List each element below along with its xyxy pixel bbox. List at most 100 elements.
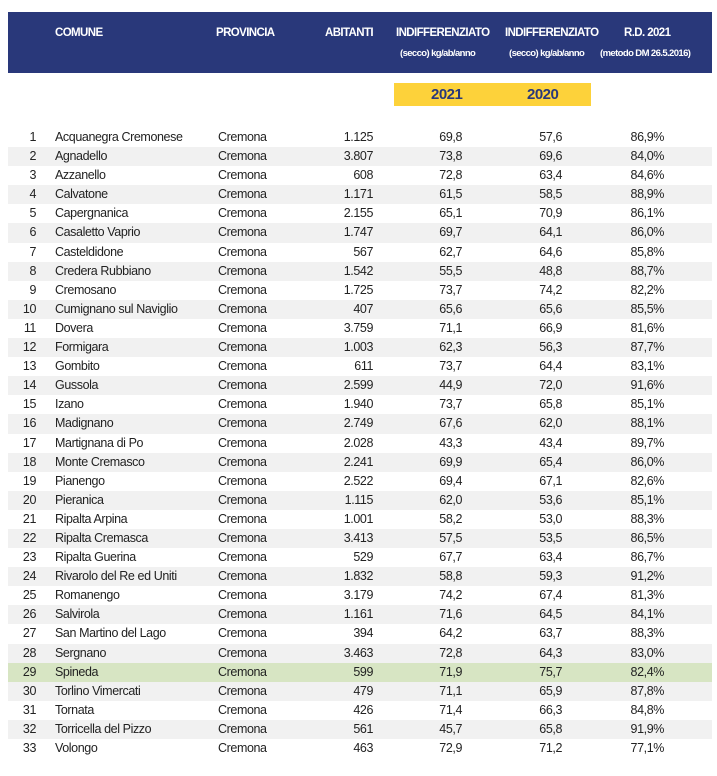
indiff-2021: 73,8: [439, 149, 462, 164]
comune-name: Cumignano sul Naviglio: [55, 301, 178, 316]
abitanti: 3.463: [343, 645, 374, 660]
rd-2021: 89,7%: [630, 435, 665, 450]
rd-2021: 83,1%: [630, 359, 665, 374]
table-row: 31 Tornata Cremona 426 71,4 66,3 84,8%: [8, 701, 712, 720]
indiff-2020: 65,9: [539, 683, 562, 698]
year-band: 2021 2020: [394, 83, 591, 106]
indiff-2021: 73,7: [439, 397, 462, 412]
indiff-2021: 62,3: [439, 340, 462, 355]
row-number: 30: [22, 683, 37, 698]
provincia: Cremona: [218, 206, 267, 221]
table-row: 11 Dovera Cremona 3.759 71,1 66,9 81,6%: [8, 319, 712, 338]
header-indiff-2020-unit: (secco) kg/ab/anno: [509, 48, 585, 59]
indiff-2020: 64,5: [539, 607, 562, 622]
indiff-2021: 71,9: [439, 664, 462, 679]
table-row: 7 Casteldidone Cremona 567 62,7 64,6 85,8%: [8, 243, 712, 262]
rd-2021: 85,1%: [630, 492, 665, 507]
indiff-2020: 53,5: [539, 530, 562, 545]
comune-name: Calvatone: [55, 187, 108, 202]
abitanti: 2.749: [343, 416, 374, 431]
row-number: 6: [29, 225, 36, 240]
table-row: 14 Gussola Cremona 2.599 44,9 72,0 91,6%: [8, 376, 712, 396]
comune-name: Azzanello: [55, 168, 106, 183]
abitanti: 479: [353, 683, 373, 698]
indiff-2021: 73,7: [439, 282, 462, 297]
rd-2021: 88,7%: [630, 263, 665, 278]
row-number: 23: [22, 550, 37, 565]
table-row: 2 Agnadello Cremona 3.807 73,8 69,6 84,0%: [8, 147, 712, 167]
provincia: Cremona: [218, 607, 267, 622]
indiff-2021: 69,4: [439, 473, 462, 488]
indiff-2020: 43,4: [539, 435, 562, 450]
comune-name: San Martino del Lago: [55, 626, 166, 641]
table-row: 29 Spineda Cremona 599 71,9 75,7 82,4%: [8, 662, 712, 682]
row-number: 31: [22, 702, 37, 717]
row-number: 29: [22, 664, 37, 679]
indiff-2020: 65,6: [539, 301, 562, 316]
table-row: 21 Ripalta Arpina Cremona 1.001 58,2 53,0 88,3…: [8, 510, 712, 529]
rd-2021: 81,6%: [630, 320, 665, 335]
rd-2021: 84,1%: [630, 607, 665, 622]
rd-2021: 88,3%: [630, 511, 665, 526]
abitanti: 2.522: [343, 473, 374, 488]
table-row: 25 Romanengo Cremona 3.179 74,2 67,4 81,3%: [8, 586, 712, 605]
indiff-2021: 71,4: [439, 702, 462, 717]
table-row: 30 Torlino Vimercati Cremona 479 71,1 65,9 87,…: [8, 681, 712, 701]
abitanti: 1.725: [343, 282, 374, 297]
rd-2021: 86,0%: [630, 454, 665, 469]
rd-2021: 81,3%: [630, 588, 665, 603]
indiff-2021: 72,8: [439, 645, 462, 660]
indiff-2021: 44,9: [439, 378, 462, 393]
indiff-2021: 67,7: [439, 550, 462, 565]
indiff-2020: 66,3: [539, 702, 562, 717]
row-number: 33: [22, 741, 37, 755]
provincia: Cremona: [218, 168, 267, 183]
comune-name: Ripalta Cremasca: [55, 530, 148, 545]
indiff-2020: 63,7: [539, 626, 562, 641]
comune-name: Formigara: [55, 340, 109, 355]
provincia: Cremona: [218, 473, 267, 488]
rd-2021: 91,6%: [630, 378, 665, 393]
abitanti: 1.125: [343, 130, 374, 144]
comune-name: Salvirola: [55, 607, 100, 622]
table-header: COMUNE PROVINCIA ABITANTI INDIFFERENZIAT…: [8, 12, 712, 73]
rd-2021: 91,2%: [630, 569, 665, 584]
comune-name: Acquanegra Cremonese: [55, 130, 183, 144]
row-number: 13: [22, 359, 37, 374]
table-row: 12 Formigara Cremona 1.003 62,3 56,3 87,7%: [8, 338, 712, 358]
provincia: Cremona: [218, 301, 267, 316]
table-row: 9 Cremosano Cremona 1.725 73,7 74,2 82,2%: [8, 281, 712, 300]
comune-name: Romanengo: [55, 588, 120, 603]
header-rd-method: (metodo DM 26.5.2016): [600, 48, 691, 59]
table-row: 8 Credera Rubbiano Cremona 1.542 55,5 48,8 88,…: [8, 261, 712, 281]
indiff-2020: 64,3: [539, 645, 562, 660]
indiff-2020: 69,6: [539, 149, 562, 164]
comune-name: Ripalta Arpina: [55, 511, 128, 526]
table-row: 15 Izano Cremona 1.940 73,7 65,8 85,1%: [8, 395, 712, 414]
comune-name: Agnadello: [55, 149, 108, 164]
abitanti: 3.807: [343, 149, 374, 164]
abitanti: 407: [353, 301, 373, 316]
provincia: Cremona: [218, 397, 267, 412]
row-number: 20: [22, 492, 37, 507]
indiff-2020: 65,8: [539, 397, 562, 412]
indiff-2021: 45,7: [439, 721, 462, 736]
row-number: 1: [29, 130, 36, 144]
table-row: 4 Calvatone Cremona 1.171 61,5 58,5 88,9%: [8, 185, 712, 205]
row-number: 14: [22, 378, 37, 393]
provincia: Cremona: [218, 378, 267, 393]
provincia: Cremona: [218, 492, 267, 507]
rd-2021: 86,0%: [630, 225, 665, 240]
indiff-2020: 67,4: [539, 588, 562, 603]
indiff-2021: 64,2: [439, 626, 462, 641]
comune-name: Casaletto Vaprio: [55, 225, 141, 240]
table-row: 16 Madignano Cremona 2.749 67,6 62,0 88,1%: [8, 414, 712, 434]
row-number: 24: [22, 569, 37, 584]
provincia: Cremona: [218, 721, 267, 736]
table-row: 26 Salvirola Cremona 1.161 71,6 64,5 84,1%: [8, 605, 712, 625]
provincia: Cremona: [218, 435, 267, 450]
rd-2021: 84,8%: [630, 702, 665, 717]
year-2021: 2021: [431, 86, 463, 103]
row-number: 2: [29, 149, 36, 164]
table-row: 1 Acquanegra Cremonese Cremona 1.125 69,8 57,…: [8, 128, 712, 147]
